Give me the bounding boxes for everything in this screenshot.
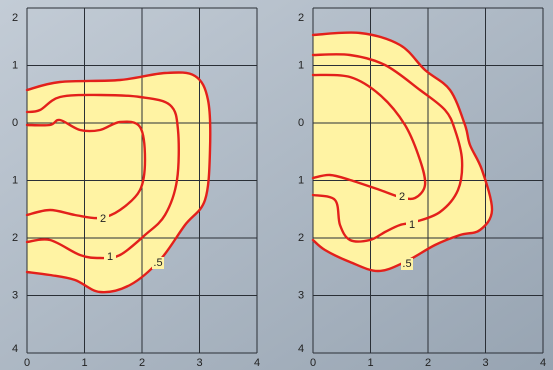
x-tick-label: 1 <box>81 357 87 369</box>
contour-panel: 0 1 2 3 4 2 1 0 1 2 3 4 2 1 .5 <box>298 7 546 369</box>
y-tick-label: 0 <box>298 117 304 129</box>
label-background <box>104 251 116 263</box>
y-tick-label: 1 <box>298 174 304 186</box>
y-tick-label: 2 <box>12 12 18 24</box>
x-tick-label: 0 <box>24 357 30 369</box>
y-tick-label: 1 <box>298 59 304 71</box>
contour-line <box>311 31 494 273</box>
x-tick-label: 2 <box>425 357 431 369</box>
x-tick-label: 4 <box>540 357 546 369</box>
contour-line <box>311 73 427 201</box>
x-tick-label: 3 <box>196 357 202 369</box>
label-background <box>97 213 109 225</box>
x-tick-label: 4 <box>254 357 260 369</box>
x-tick-label: 3 <box>482 357 488 369</box>
contour-line <box>25 71 212 294</box>
contour-label: 2 <box>100 213 106 225</box>
contour-panel: 0 1 2 3 4 2 1 0 1 2 3 4 2 1 .5 <box>12 7 260 369</box>
x-tick-label: 0 <box>310 357 316 369</box>
x-tick-label: 1 <box>367 357 373 369</box>
y-tick-label: 1 <box>12 174 18 186</box>
y-tick-label: 3 <box>298 289 304 301</box>
y-tick-label: 4 <box>12 343 18 355</box>
contour-label: .5 <box>153 257 162 269</box>
x-tick-label: 2 <box>139 357 145 369</box>
contour-line <box>311 53 464 243</box>
panels: 0 1 2 3 4 2 1 0 1 2 3 4 2 1 .5 0 1 2 3 4 2 1 0 1 2 3 4 2 1 .5 <box>12 7 546 369</box>
label-background <box>401 258 413 270</box>
y-tick-label: 2 <box>298 232 304 244</box>
contour-label: 1 <box>107 251 113 263</box>
y-tick-label: 2 <box>298 12 304 24</box>
label-background <box>406 219 418 231</box>
y-tick-label: 3 <box>12 289 18 301</box>
y-tick-label: 1 <box>12 59 18 71</box>
contour-label: 1 <box>409 219 415 231</box>
contour-region <box>313 32 493 271</box>
contour-label: 2 <box>399 191 405 203</box>
y-tick-label: 2 <box>12 232 18 244</box>
y-tick-label: 4 <box>298 343 304 355</box>
contour-line <box>25 93 180 260</box>
label-background <box>152 257 164 269</box>
contour-label: .5 <box>402 258 411 270</box>
label-background <box>396 191 408 203</box>
contour-line <box>25 118 147 220</box>
y-tick-label: 0 <box>12 117 18 129</box>
